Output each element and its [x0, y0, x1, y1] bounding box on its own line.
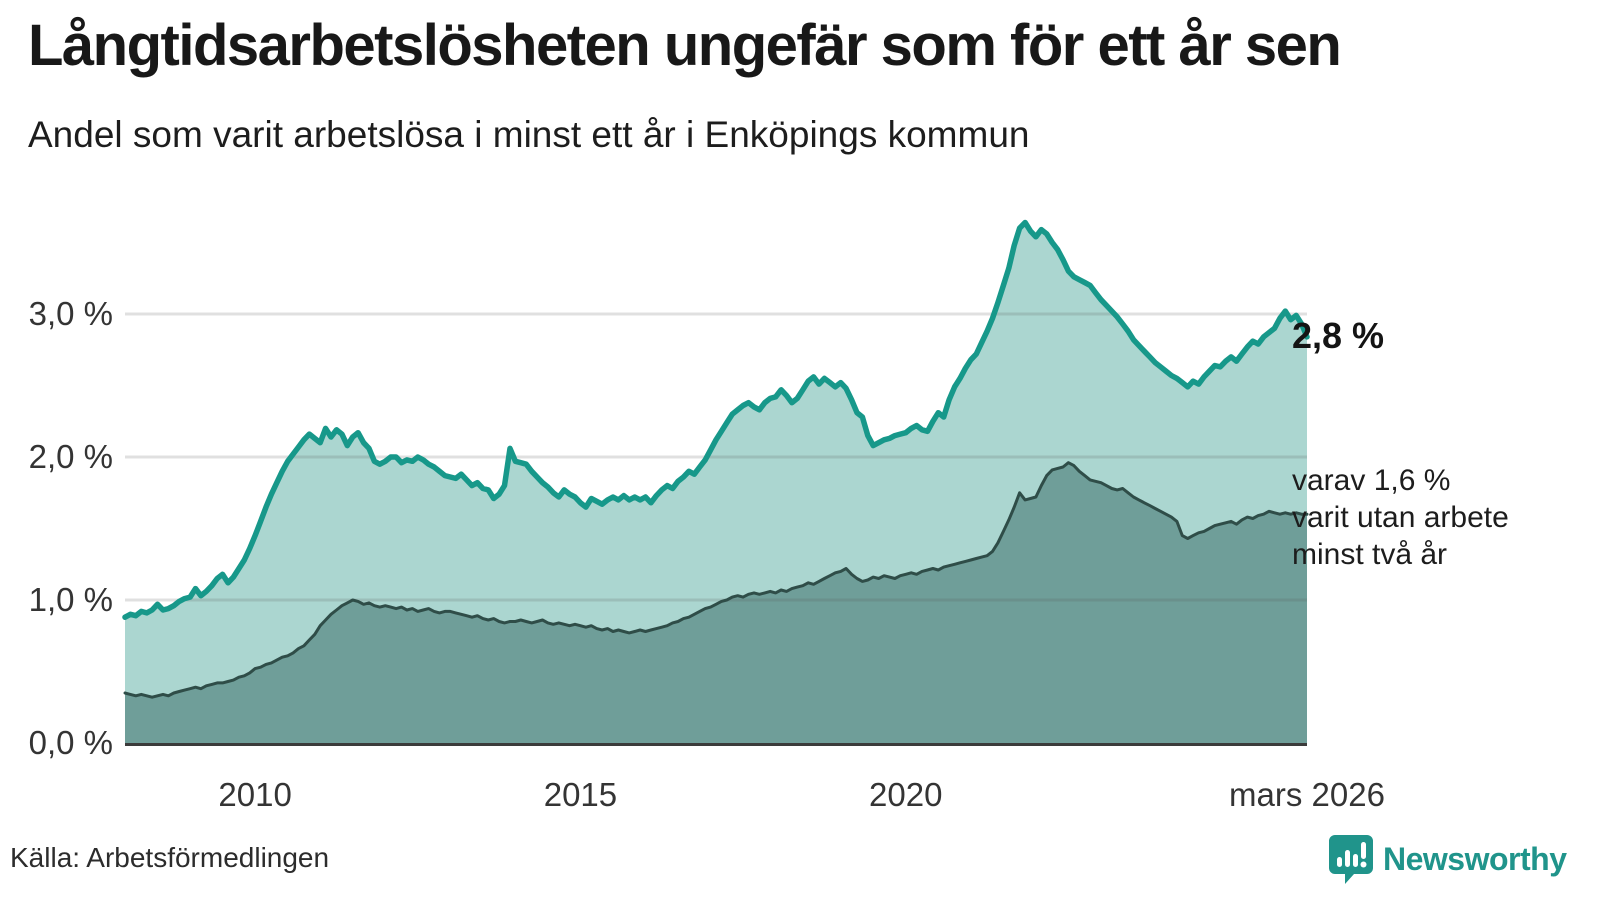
chart-subtitle: Andel som varit arbetslösa i minst ett å…	[28, 114, 1030, 155]
source-note: Källa: Arbetsförmedlingen	[10, 842, 330, 873]
two-year-area-fill	[125, 462, 1307, 743]
x-axis-label-mars-2026: mars 2026	[1229, 776, 1385, 813]
newsworthy-wordmark: Newsworthy	[1383, 840, 1567, 877]
two-year-annotation-line2: varit utan arbete	[1292, 501, 1509, 534]
two-year-annotation: varav 1,6 % varit utan arbete minst två …	[1292, 462, 1509, 573]
x-axis-label-2010: 2010	[218, 776, 292, 813]
x-axis-label-2015: 2015	[543, 776, 618, 813]
y-axis-label-0: 0,0 %	[28, 724, 113, 761]
y-axis-label-1: 1,0 %	[28, 581, 113, 618]
x-axis-label-2020: 2020	[869, 776, 943, 813]
total-line	[122, 219, 1310, 620]
latest-value-label: 2,8 %	[1292, 315, 1385, 356]
y-axis-label-3: 3,0 %	[28, 295, 113, 332]
two-year-line	[123, 461, 1309, 699]
y-axis-label-2: 2,0 %	[28, 438, 113, 475]
chart-title: Långtidsarbetslösheten ungefär som för e…	[28, 13, 1342, 78]
two-year-annotation-line1: varav 1,6 %	[1292, 464, 1451, 497]
two-year-annotation-line3: minst två år	[1292, 538, 1448, 571]
newsworthy-logo: Newsworthy	[1328, 834, 1567, 884]
newsworthy-icon	[1329, 835, 1373, 884]
